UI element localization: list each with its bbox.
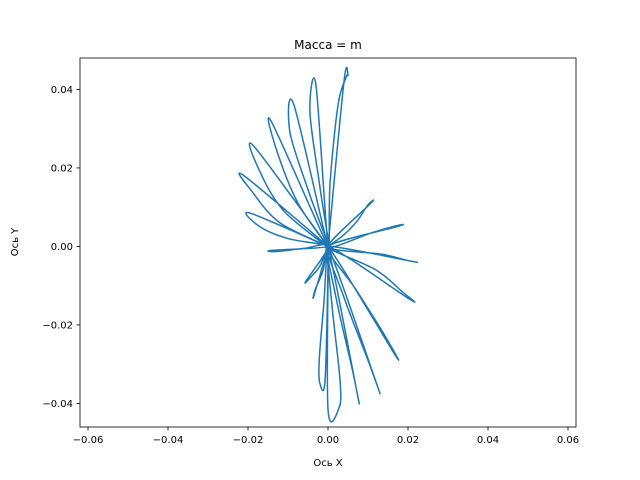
y-tick-label: 0.04 bbox=[51, 85, 73, 96]
y-tick-label: 0.00 bbox=[51, 242, 73, 253]
x-tick-label: −0.04 bbox=[153, 435, 184, 446]
x-tick-label: −0.02 bbox=[233, 435, 264, 446]
x-tick-label: 0.04 bbox=[477, 435, 499, 446]
chart-title: Масса = m bbox=[294, 38, 362, 52]
x-axis-label: Ось X bbox=[313, 458, 342, 469]
y-axis-label: Ось Y bbox=[10, 227, 21, 256]
x-tick-label: 0.06 bbox=[557, 435, 579, 446]
x-axis: −0.06 −0.04 −0.02 0.00 0.02 0.04 0.06 bbox=[73, 427, 579, 446]
y-tick-label: 0.02 bbox=[51, 163, 73, 174]
x-tick-label: 0.00 bbox=[317, 435, 339, 446]
series-line bbox=[238, 66, 418, 423]
y-tick-label: −0.02 bbox=[42, 320, 73, 331]
y-tick-label: −0.04 bbox=[42, 399, 73, 410]
y-axis: −0.04 −0.02 0.00 0.02 0.04 bbox=[42, 85, 80, 410]
series-layer bbox=[238, 66, 418, 423]
x-tick-label: 0.02 bbox=[397, 435, 419, 446]
x-tick-label: −0.06 bbox=[73, 435, 104, 446]
